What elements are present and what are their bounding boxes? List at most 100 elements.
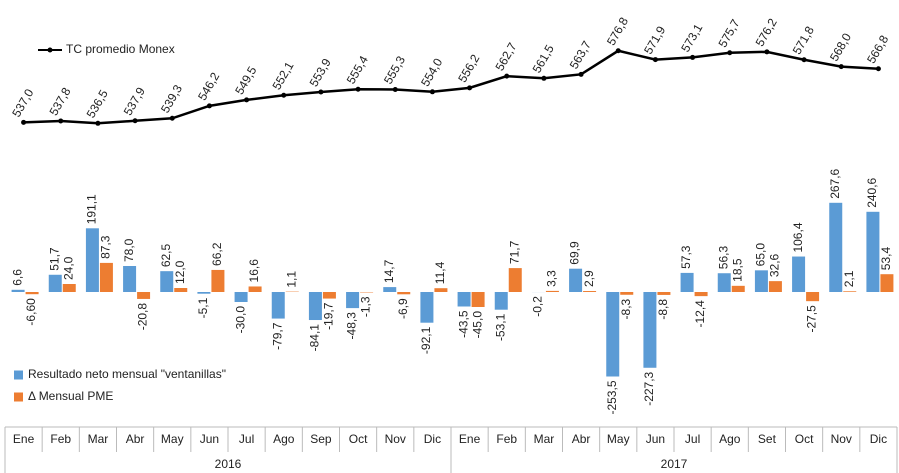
x-tick-label: Jul [685, 432, 700, 446]
data-label: 32,6 [768, 253, 782, 277]
data-label: -20,8 [136, 303, 150, 331]
line-marker [392, 86, 398, 92]
data-label: 62,5 [159, 243, 173, 267]
line-marker [838, 64, 844, 70]
bar [508, 268, 522, 292]
bar [234, 292, 248, 302]
x-tick-label: Oct [795, 432, 814, 446]
bar [271, 292, 285, 319]
line-marker [169, 115, 175, 121]
line-marker [652, 57, 658, 63]
data-label: 568,0 [827, 30, 854, 63]
bar [137, 292, 151, 299]
bar [880, 274, 894, 292]
bar [322, 292, 336, 299]
data-label: 14,7 [382, 259, 396, 283]
data-label: 56,3 [716, 246, 730, 270]
data-label: 2,1 [842, 270, 856, 287]
legend-marker [47, 47, 53, 53]
line-marker [132, 118, 138, 124]
line-marker [727, 50, 733, 56]
data-label: 267,6 [828, 168, 842, 198]
line-marker [281, 92, 287, 98]
x-tick-label: Mar [88, 432, 109, 446]
legend-label: Resultado neto mensual "ventanillas" [28, 367, 226, 381]
bar [471, 292, 485, 307]
year-label: 2016 [215, 457, 242, 471]
x-tick-label: Ago [273, 432, 295, 446]
x-tick-label: Jul [239, 432, 254, 446]
data-label: 552,1 [269, 59, 296, 92]
bar [731, 285, 745, 292]
bar [383, 287, 397, 292]
legend-label: Δ Mensual PME [28, 389, 113, 403]
line-marker [615, 48, 621, 54]
line-marker [690, 54, 696, 60]
x-tick-label: Abr [572, 432, 591, 446]
data-label: -30,0 [233, 306, 247, 334]
bar [397, 292, 411, 295]
data-label: 191,1 [85, 194, 99, 224]
data-label: 573,1 [678, 21, 705, 54]
data-label: -27,5 [805, 305, 819, 333]
bar [211, 269, 225, 292]
line-marker [58, 118, 64, 124]
data-label: 3,3 [545, 270, 559, 287]
data-label: -12,4 [693, 300, 707, 328]
data-label: 2,9 [582, 270, 596, 287]
data-label: 6,6 [10, 269, 24, 286]
line-marker [355, 86, 361, 92]
x-tick-label: Dic [870, 432, 887, 446]
data-label: 18,5 [730, 258, 744, 282]
year-label: 2017 [661, 457, 688, 471]
data-label: 575,7 [715, 17, 742, 50]
line-marker [21, 119, 27, 125]
bar [62, 284, 76, 292]
bar [11, 289, 25, 292]
data-label: 11,4 [433, 261, 447, 284]
data-label: 571,8 [790, 24, 817, 57]
bar [657, 292, 671, 295]
data-label: 57,3 [679, 245, 693, 269]
x-tick-label: Mar [534, 432, 555, 446]
bar [694, 292, 708, 297]
data-label: -92,1 [419, 326, 433, 354]
line-marker [95, 120, 101, 126]
bar [545, 290, 559, 292]
bar [99, 262, 113, 292]
x-tick-label: Dic [424, 432, 441, 446]
data-label: -253,5 [605, 380, 619, 414]
data-label: 537,0 [9, 86, 36, 119]
line-marker [467, 85, 473, 91]
bar [494, 292, 508, 310]
bar [829, 202, 843, 292]
bar [680, 272, 694, 292]
line-marker [206, 103, 212, 109]
data-label: 536,5 [84, 87, 111, 120]
data-label: 566,8 [864, 33, 891, 66]
line-marker [541, 75, 547, 81]
line [23, 49, 879, 125]
bar [620, 292, 634, 295]
line-marker [244, 97, 250, 103]
bar [843, 291, 857, 292]
bar [754, 270, 768, 292]
x-tick-label: Feb [50, 432, 71, 446]
data-label: 561,5 [530, 42, 557, 75]
data-label: 555,4 [344, 53, 371, 86]
data-label: 562,7 [492, 40, 519, 73]
data-label: 555,3 [381, 53, 408, 86]
data-label: 553,9 [307, 56, 334, 89]
x-tick-label: Nov [831, 432, 852, 446]
bar [643, 292, 657, 368]
bar [583, 291, 597, 292]
data-label: 537,8 [46, 85, 73, 118]
x-tick-label: Ago [719, 432, 741, 446]
data-label: -8,3 [619, 298, 633, 319]
data-label: 106,4 [791, 222, 805, 252]
data-label: -79,7 [270, 322, 284, 350]
legend-swatch [14, 370, 23, 380]
data-label: 563,7 [567, 38, 594, 71]
data-label: -8,8 [656, 299, 670, 320]
